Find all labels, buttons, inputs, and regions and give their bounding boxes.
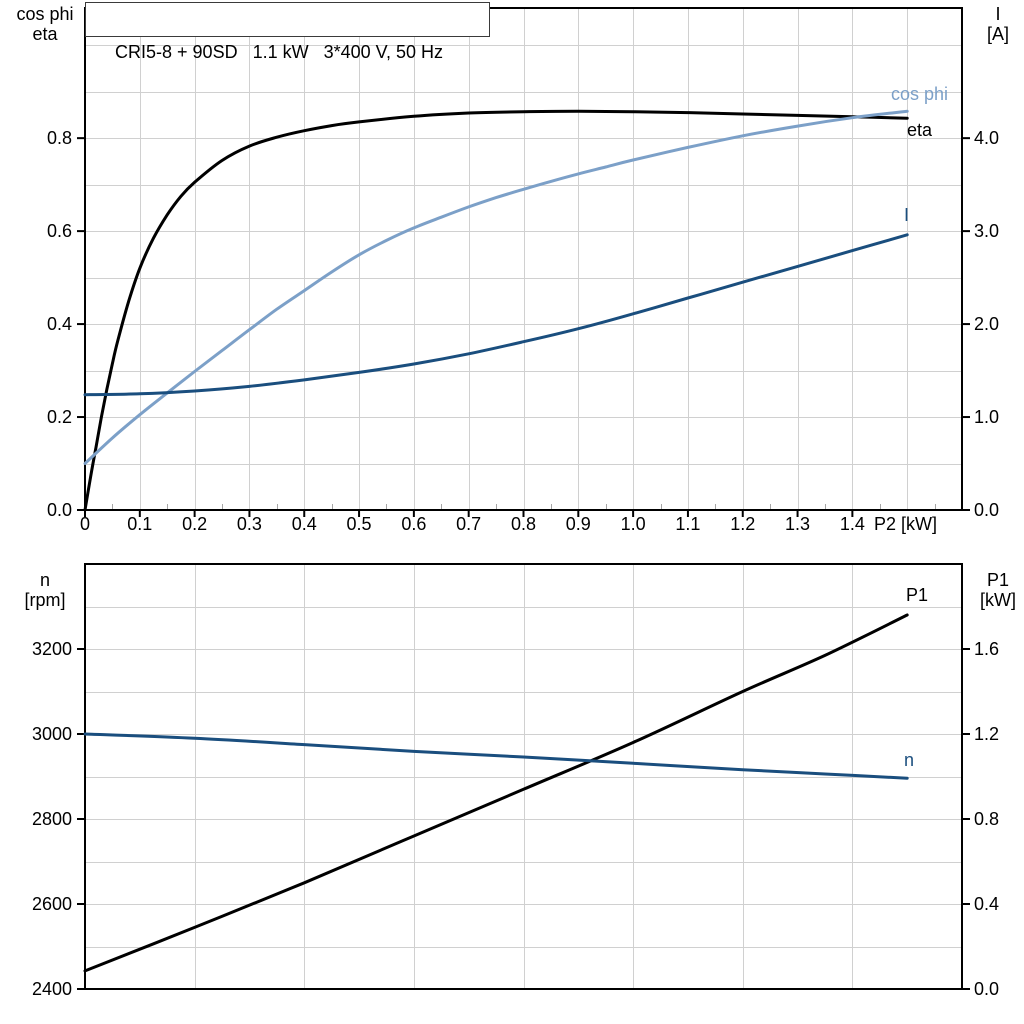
- tick-label: 0.1: [127, 514, 152, 534]
- axis-title-line: cos phi: [16, 4, 74, 24]
- tick-label: 0: [80, 514, 90, 534]
- tick-label: 0.4: [292, 514, 317, 534]
- eta-curve-label: eta: [907, 120, 933, 140]
- axis-ticks-and-labels: 2400 2600 2800 3000 3200 0.0 0.4 0.8 1.2 1.6: [32, 639, 999, 999]
- series-curves: P1 n: [83, 585, 928, 973]
- cos_phi-curve-label: cos phi: [891, 84, 948, 104]
- tick-label: 1.2: [730, 514, 755, 534]
- tick-label: 0.2: [182, 514, 207, 534]
- series-curves: eta cos phi I: [83, 84, 948, 512]
- gridlines: [85, 564, 962, 989]
- top-left-axis-title: cos phi eta: [6, 4, 84, 44]
- tick-label: 1.0: [621, 514, 646, 534]
- tick-label: 0.6: [47, 221, 72, 241]
- tick-label: 2800: [32, 809, 72, 829]
- tick-label: 0.4: [47, 314, 72, 334]
- tick-label: 1.0: [974, 407, 999, 427]
- axis-title-line: eta: [32, 24, 58, 44]
- tick-label: 0.2: [47, 407, 72, 427]
- tick-label: 0.8: [511, 514, 536, 534]
- axis-title-line: P1: [986, 570, 1010, 590]
- chart-0: 0 0.1 0.2 0.3 0.4 0.5 0.6 0.7 0.8 0.9 1.0 1.1 1.2 1.3…: [47, 7, 999, 534]
- P1-curve: [83, 613, 909, 973]
- bottom-left-axis-title: n [rpm]: [6, 570, 84, 610]
- tick-label: 2.0: [974, 314, 999, 334]
- I-curve-label: I: [904, 205, 909, 225]
- tick-label: 0.0: [974, 500, 999, 520]
- tick-label: 0.9: [566, 514, 591, 534]
- x-axis-unit-label: P2 [kW]: [874, 514, 937, 534]
- chart-title-box: CRI5-8 + 90SD 1.1 kW 3*400 V, 50 Hz: [85, 2, 490, 62]
- n-curve-label: n: [904, 750, 914, 770]
- bottom-right-axis-title: P1 [kW]: [960, 570, 1024, 610]
- axis-title-line: I: [995, 4, 1001, 24]
- tick-label: 0.0: [47, 500, 72, 520]
- tick-label: 3000: [32, 724, 72, 744]
- tick-label: 1.2: [974, 724, 999, 744]
- tick-label: 0.6: [401, 514, 426, 534]
- axis-title-line: [kW]: [980, 590, 1016, 610]
- tick-label: 0.3: [237, 514, 262, 534]
- tick-label: 1.1: [675, 514, 700, 534]
- tick-label: 3200: [32, 639, 72, 659]
- axis-title-line: [rpm]: [24, 590, 66, 610]
- chart-1: 2400 2600 2800 3000 3200 0.0 0.4 0.8 1.2 1.6 P1 n: [32, 563, 999, 999]
- tick-label: 0.4: [974, 894, 999, 914]
- tick-label: 1.6: [974, 639, 999, 659]
- P1-curve-label: P1: [906, 585, 928, 605]
- tick-label: 0.5: [347, 514, 372, 534]
- tick-label: 0.8: [47, 128, 72, 148]
- gridlines: [85, 8, 962, 510]
- tick-label: 3.0: [974, 221, 999, 241]
- chart-title: CRI5-8 + 90SD 1.1 kW 3*400 V, 50 Hz: [115, 42, 444, 62]
- tick-label: 1.3: [785, 514, 810, 534]
- tick-label: 0.7: [456, 514, 481, 534]
- top-right-axis-title: I [A]: [960, 4, 1024, 44]
- axis-title-line: [A]: [986, 24, 1009, 44]
- eta-curve: [83, 109, 909, 512]
- axis-title-line: n: [39, 570, 50, 590]
- tick-label: 0.8: [974, 809, 999, 829]
- tick-label: 0.0: [974, 979, 999, 999]
- cos_phi-curve: [83, 109, 909, 465]
- tick-label: 2600: [32, 894, 72, 914]
- n-curve: [83, 732, 909, 780]
- tick-label: 1.4: [840, 514, 865, 534]
- tick-label: 2400: [32, 979, 72, 999]
- tick-label: 4.0: [974, 128, 999, 148]
- I-curve: [83, 233, 909, 397]
- plot-border: [84, 563, 963, 990]
- plot-border: [84, 7, 963, 511]
- axis-ticks-and-labels: 0 0.1 0.2 0.3 0.4 0.5 0.6 0.7 0.8 0.9 1.0 1.1 1.2 1.3…: [47, 128, 999, 534]
